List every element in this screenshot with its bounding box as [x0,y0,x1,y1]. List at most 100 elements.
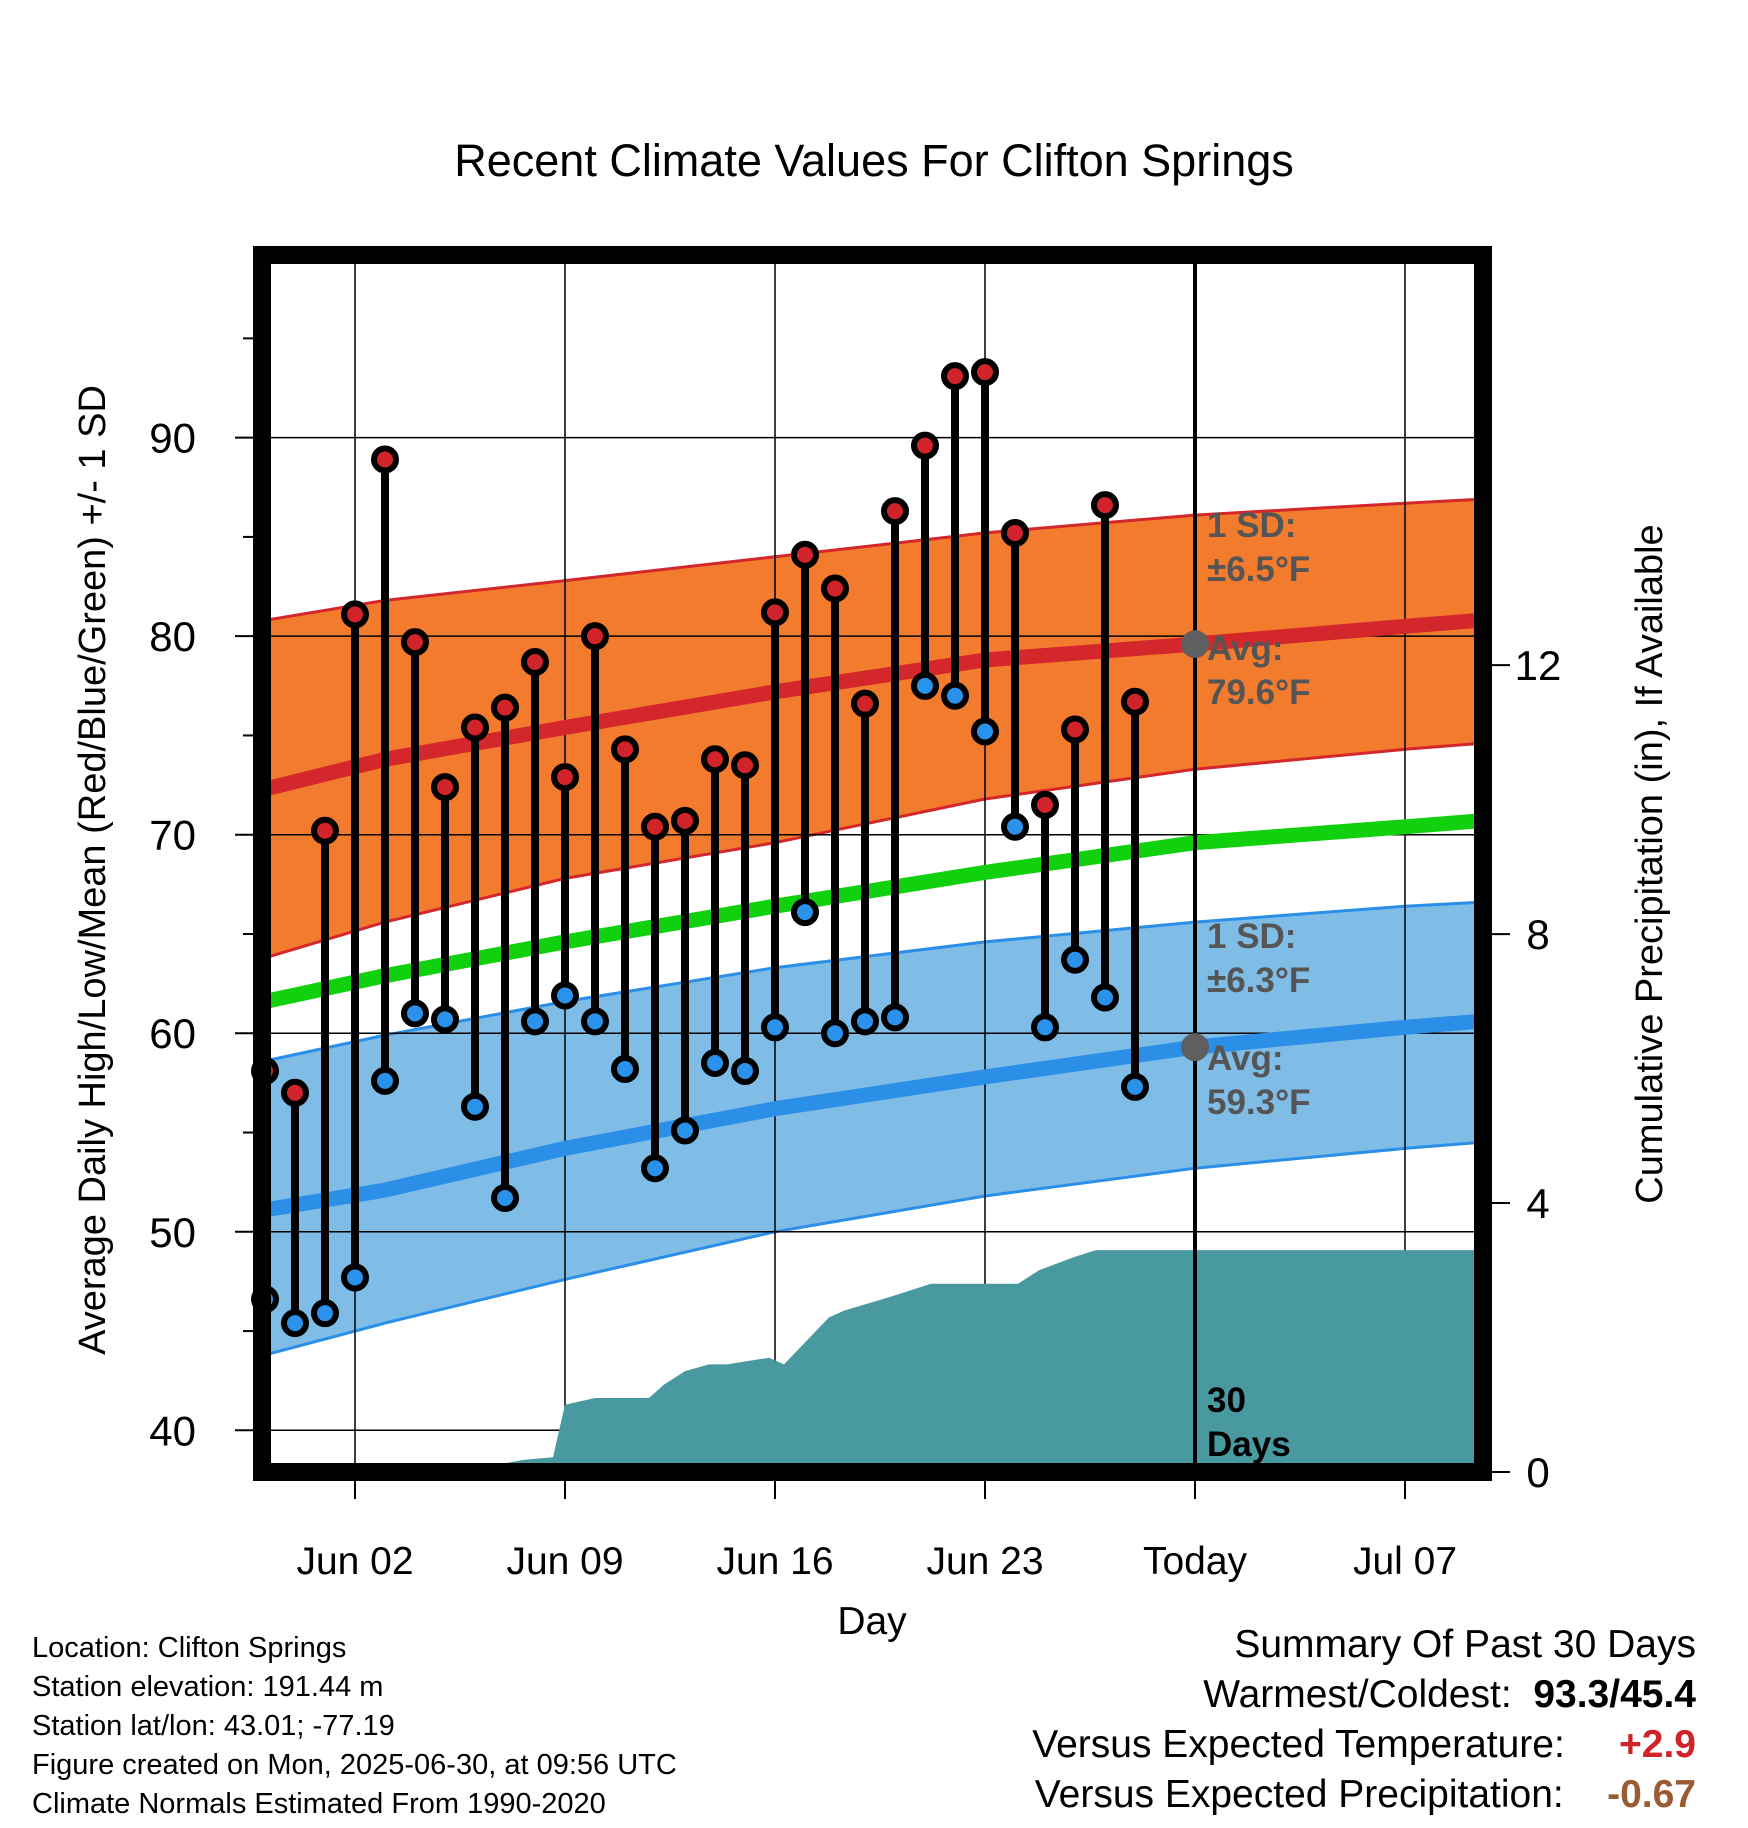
high-point [401,628,429,657]
x-tick-label: Jul 07 [1353,1540,1457,1583]
y-tick-label: 50 [149,1209,196,1256]
today-low-avg-marker [1181,1033,1209,1062]
y-tick-label: 60 [149,1010,196,1057]
axes: 40 50 60 70 80 90 0 4 8 12 Jun 02 Jun 09 Jun 16 Jun 2… [72,337,1671,1643]
low-point [581,1007,609,1036]
high-point [1121,687,1149,716]
low-point [731,1056,759,1085]
high-point [791,540,819,569]
high-sd-label: 1 SD: ±6.5°F [1207,506,1310,589]
today-marker: 30 Days [1181,255,1291,1472]
warm-cold-value: 93.3/45.4 [1533,1673,1696,1716]
low-point [881,1003,909,1032]
high-point [671,806,699,835]
high-point [371,445,399,474]
high-point [971,358,999,387]
high-sd-upper-edge [264,497,1481,622]
high-point [431,773,459,802]
high-point [461,713,489,742]
low-point [971,717,999,746]
precip-area [472,1250,1483,1472]
temp-label: Versus Expected Temperature: [1032,1723,1565,1766]
y-axis-label: Average Daily High/Low/Mean (Red/Blue/Gr… [72,385,114,1355]
low-point [941,681,969,710]
high-point [611,735,639,764]
low-sd-upper-edge [264,900,1481,1063]
low-point [461,1092,489,1121]
low-point [521,1007,549,1036]
low-point [551,981,579,1010]
high-point [311,816,339,845]
today-high-avg-marker [1181,630,1209,659]
y-tick-label: 70 [149,812,196,859]
x-tick-label: Jun 09 [506,1540,623,1583]
low-point [281,1309,309,1338]
low-point [491,1184,519,1213]
normals-text: Climate Normals Estimated From 1990-2020 [32,1788,606,1820]
high-point [581,622,609,651]
daily-high-low-bars [251,358,1149,1338]
location-text: Location: Clifton Springs [32,1632,347,1664]
high-avg-label: Avg: 79.6°F [1207,629,1311,712]
low-sd-band [265,902,1480,1355]
high-point [1031,790,1059,819]
high-point [281,1078,309,1107]
low-point [671,1116,699,1145]
latlon-text: Station lat/lon: 43.01; -77.19 [32,1710,395,1742]
low-point [641,1154,669,1183]
low-point [1061,945,1089,974]
high-point [881,497,909,526]
low-point [611,1054,639,1083]
y-tick-label: 80 [149,613,196,660]
high-point [491,693,519,722]
low-point [401,999,429,1028]
high-point [341,600,369,629]
x-axis-label: Day [837,1600,907,1643]
low-point [791,898,819,927]
created-text: Figure created on Mon, 2025-06-30, at 09… [32,1749,677,1781]
annotations: 1 SD: ±6.5°F Avg: 79.6°F 1 SD: ±6.3°F Avg: 59.3… [1207,506,1311,1122]
summary-heading: Summary Of Past 30 Days [1234,1623,1696,1666]
plot-border [253,246,1492,1481]
high-point [641,812,669,841]
chart-title: Recent Climate Values For Clifton Spring… [454,135,1294,186]
low-avg-label: Avg: 59.3°F [1207,1039,1311,1122]
temp-value: +2.9 [1619,1723,1696,1766]
low-point [1031,1013,1059,1042]
today-days-label: 30 Days [1207,1381,1291,1464]
high-point [821,574,849,603]
elevation-text: Station elevation: 191.44 m [32,1671,384,1703]
low-point [1001,812,1029,841]
plot-frame [253,246,1492,1481]
precipitation-area [472,1250,1483,1472]
low-point [1091,983,1119,1012]
x-tick-label: Today [1143,1540,1248,1583]
y2-axis-label: Cumulative Precipitation (in), If Availa… [1629,524,1671,1203]
low-point [371,1066,399,1095]
y2-tick-label: 12 [1515,642,1562,689]
precip-value: -0.67 [1607,1773,1696,1816]
low-point [431,1005,459,1034]
normal-low-line [263,1013,1481,1218]
y-tick-label: 90 [149,415,196,462]
x-tick-label: Jun 02 [296,1540,413,1583]
high-point [851,689,879,718]
y2-tick-label: 8 [1526,911,1549,958]
summary-precip: Versus Expected Precipitation: -0.67 [1035,1775,1696,1814]
low-point [821,1019,849,1048]
low-point [761,1013,789,1042]
y-tick-label: 40 [149,1407,196,1454]
summary-temp: Versus Expected Temperature: +2.9 [1032,1725,1696,1764]
low-sd-lower-edge [264,1140,1481,1357]
x-tick-label: Jun 16 [716,1540,833,1583]
y2-tick-label: 4 [1526,1180,1549,1227]
warm-cold-label: Warmest/Coldest: [1203,1673,1512,1716]
low-point [1121,1072,1149,1101]
low-point [341,1263,369,1292]
low-point [911,671,939,700]
x-tick-label: Jun 23 [926,1540,1043,1583]
low-point [701,1049,729,1078]
high-point [1061,715,1089,744]
low-sd-label: 1 SD: ±6.3°F [1207,917,1310,1000]
